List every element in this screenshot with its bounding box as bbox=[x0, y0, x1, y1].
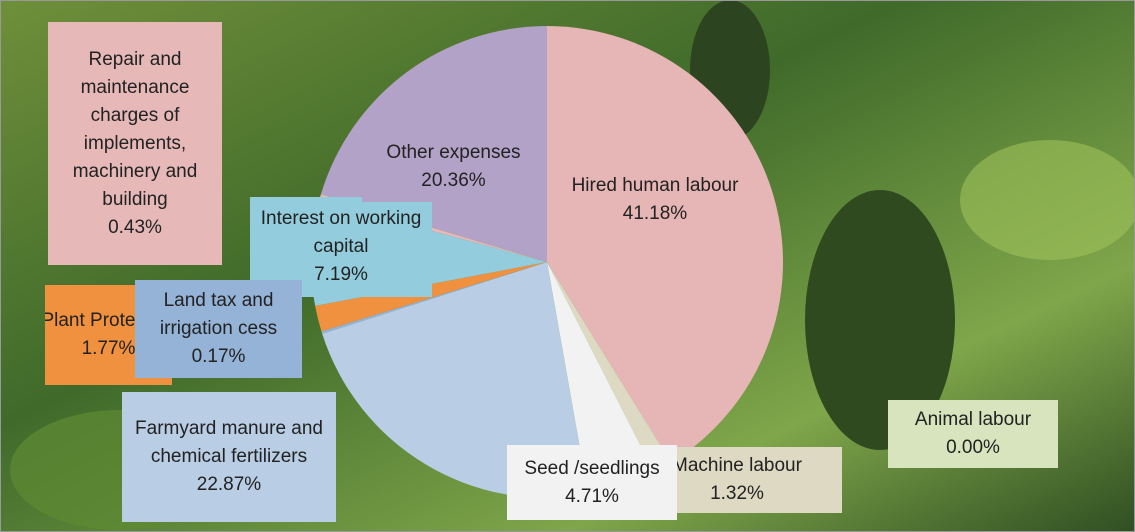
data-label: Hired human labour 41.18% bbox=[560, 145, 750, 255]
data-label: Land tax and irrigation cess 0.17% bbox=[135, 280, 302, 378]
pie-slice bbox=[321, 262, 547, 334]
value-label: 4.71% bbox=[565, 485, 619, 507]
data-label: Farmyard manure and chemical fertilizers… bbox=[122, 392, 336, 522]
category-label: Interest on working capital bbox=[260, 208, 422, 257]
category-label: Machine labour bbox=[672, 455, 802, 476]
category-label: Other expenses bbox=[386, 142, 521, 163]
value-label: 22.87% bbox=[196, 474, 262, 495]
data-label: Other expenses 20.36% bbox=[362, 132, 545, 202]
value-label: 1.32% bbox=[710, 483, 764, 504]
value-label: 41.18% bbox=[622, 203, 688, 224]
value-label: 20.36% bbox=[421, 170, 486, 191]
value-label: 0.43% bbox=[108, 216, 162, 238]
category-label: Farmyard manure and chemical fertilizers bbox=[135, 418, 323, 467]
pie-slice bbox=[547, 26, 783, 463]
value-label: 0.17% bbox=[191, 346, 246, 367]
data-label: Repair and maintenance charges of implem… bbox=[48, 22, 222, 265]
value-label: 1.77% bbox=[81, 338, 136, 359]
pie-slice bbox=[322, 262, 589, 498]
pie-slice bbox=[547, 262, 655, 495]
pie-slice bbox=[547, 262, 672, 473]
background-leaf bbox=[960, 140, 1135, 260]
value-label: 7.19% bbox=[314, 264, 368, 285]
data-label: Animal labour 0.00% bbox=[888, 400, 1058, 468]
data-label: Seed /seedlings 4.71% bbox=[507, 445, 677, 520]
category-label: Land tax and irrigation cess bbox=[159, 290, 278, 339]
value-label: 0.00% bbox=[946, 437, 1000, 458]
category-label: Repair and maintenance charges of implem… bbox=[72, 48, 198, 210]
background-leaf bbox=[805, 190, 955, 450]
category-label: Hired human labour bbox=[571, 175, 739, 196]
category-label: Seed /seedlings bbox=[524, 457, 660, 479]
category-label: Animal labour bbox=[914, 409, 1032, 430]
